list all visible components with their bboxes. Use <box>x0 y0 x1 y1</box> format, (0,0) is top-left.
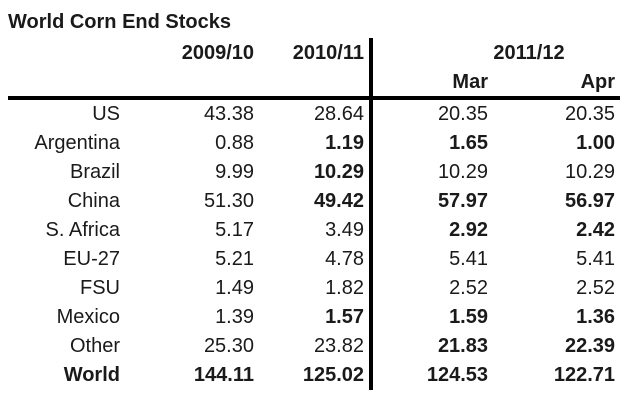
col-header-mar: Mar <box>369 68 493 100</box>
header-spacer <box>8 38 125 68</box>
table-row-mexico: Mexico 1.39 1.57 1.59 1.36 <box>8 303 620 332</box>
cell-2010-11: 3.49 <box>325 219 364 241</box>
table-row-china: China 51.30 49.42 57.97 56.97 <box>8 187 620 216</box>
col-header-2009-10: 2009/10 <box>181 41 254 64</box>
cell-2010-11: 125.02 <box>302 364 364 386</box>
cell-mar: 20.35 <box>369 98 493 129</box>
cell-apr: 22.39 <box>564 335 616 357</box>
cell-2009-10: 5.17 <box>215 219 254 241</box>
table-row-s-africa: S. Africa 5.17 3.49 2.92 2.42 <box>8 216 620 245</box>
cell-apr: 1.00 <box>576 132 616 154</box>
cell-apr: 2.52 <box>576 277 616 299</box>
cell-2009-10: 1.39 <box>215 306 254 328</box>
header-spacer <box>8 68 125 100</box>
page-title: World Corn End Stocks <box>8 11 231 33</box>
row-label: World <box>63 364 120 386</box>
cell-mar: 2.52 <box>369 274 493 303</box>
month-header-row: Mar Apr <box>8 68 621 100</box>
cell-mar: 2.92 <box>369 216 493 245</box>
row-label: China <box>67 190 120 212</box>
cell-2009-10: 9.99 <box>215 161 254 183</box>
cell-2010-11: 10.29 <box>313 161 364 183</box>
col-header-2010-11: 2010/11 <box>292 41 364 64</box>
cell-2009-10: 25.30 <box>203 335 254 357</box>
cell-2010-11: 1.57 <box>325 306 364 328</box>
table-row-other: Other 25.30 23.82 21.83 22.39 <box>8 332 620 361</box>
cell-apr: 5.41 <box>576 248 616 270</box>
cell-apr: 10.29 <box>564 161 616 183</box>
cell-2010-11: 1.19 <box>325 132 364 154</box>
cell-apr: 1.36 <box>576 306 616 328</box>
cell-2010-11: 1.82 <box>325 277 364 299</box>
cell-2010-11: 23.82 <box>313 335 364 357</box>
cell-apr: 122.71 <box>553 364 616 386</box>
cell-apr: 20.35 <box>564 103 616 125</box>
header-spacer <box>259 68 371 100</box>
table-row-fsu: FSU 1.49 1.82 2.52 2.52 <box>8 274 620 303</box>
table-row-brazil: Brazil 9.99 10.29 10.29 10.29 <box>8 158 620 187</box>
cell-mar: 5.41 <box>369 245 493 274</box>
cell-2009-10: 144.11 <box>193 364 254 386</box>
year-header-row: 2009/10 2010/11 2011/12 <box>8 38 621 68</box>
row-label: Brazil <box>69 161 120 183</box>
header-spacer <box>125 68 259 100</box>
row-label: FSU <box>80 277 120 299</box>
cell-2010-11: 4.78 <box>325 248 364 270</box>
cell-apr: 2.42 <box>576 219 616 241</box>
cell-apr: 56.97 <box>564 190 616 212</box>
cell-2009-10: 43.38 <box>203 103 254 125</box>
row-label: S. Africa <box>45 219 120 241</box>
cell-2009-10: 5.21 <box>215 248 254 270</box>
row-label: Mexico <box>56 306 120 328</box>
cell-2010-11: 28.64 <box>313 103 364 125</box>
table-row-world: World 144.11 125.02 124.53 122.71 <box>8 361 620 390</box>
cell-2009-10: 51.30 <box>203 190 254 212</box>
cell-mar: 124.53 <box>369 361 493 390</box>
row-label: Argentina <box>34 132 120 154</box>
row-label: EU-27 <box>63 248 120 270</box>
cell-2009-10: 1.49 <box>215 277 254 299</box>
row-label: US <box>92 103 120 125</box>
cell-mar: 57.97 <box>369 187 493 216</box>
cell-mar: 1.65 <box>369 129 493 158</box>
table-row-argentina: Argentina 0.88 1.19 1.65 1.00 <box>8 129 620 158</box>
row-label: Other <box>69 335 120 357</box>
cell-2009-10: 0.88 <box>215 132 254 154</box>
col-header-2011-12: 2011/12 <box>368 38 621 68</box>
cell-mar: 21.83 <box>369 332 493 361</box>
table-row-eu-27: EU-27 5.21 4.78 5.41 5.41 <box>8 245 620 274</box>
cell-mar: 1.59 <box>369 303 493 332</box>
cell-mar: 10.29 <box>369 158 493 187</box>
cell-2010-11: 49.42 <box>313 190 364 212</box>
table-row-us: US 43.38 28.64 20.35 20.35 <box>8 98 620 129</box>
corn-end-stocks-table: 2009/10 2010/11 2011/12 Mar Apr US 43.38… <box>8 38 621 390</box>
col-header-apr: Apr <box>493 68 621 100</box>
